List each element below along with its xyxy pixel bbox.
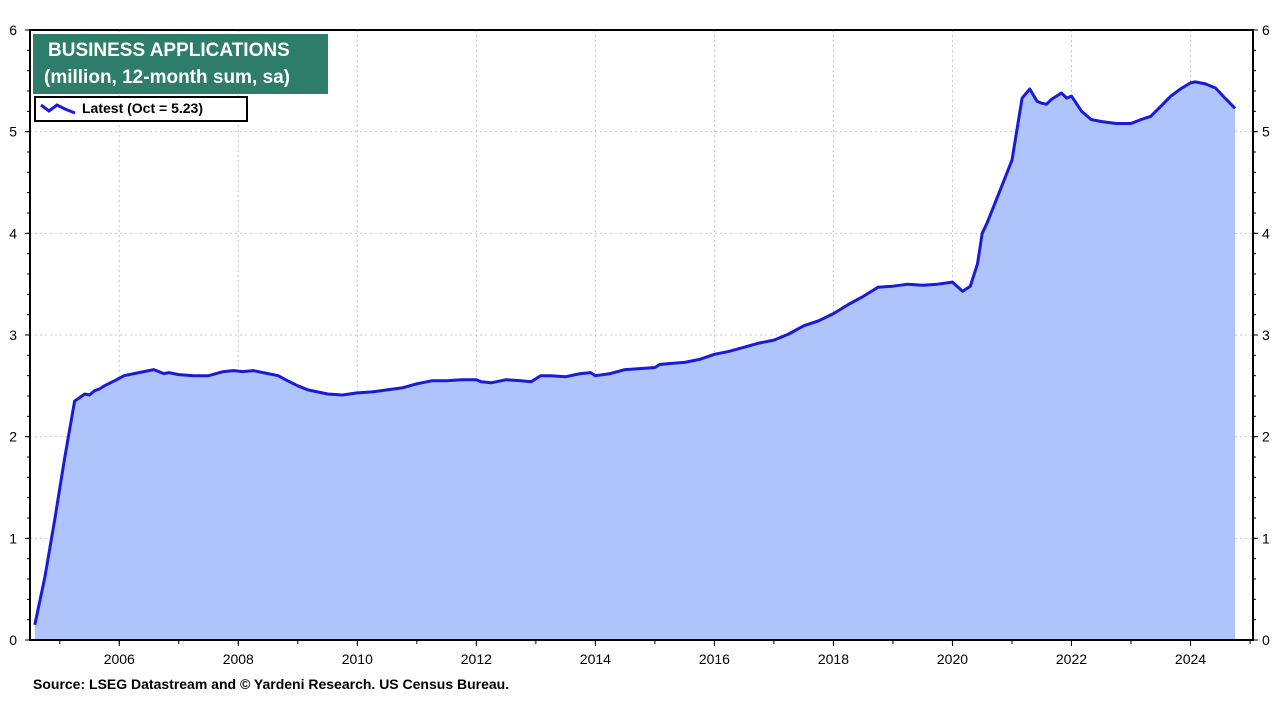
y-tick-label-left: 1 [9,530,17,546]
y-tick-label-right: 3 [1262,327,1270,343]
x-tick-label: 2020 [937,651,968,667]
x-tick-label: 2018 [818,651,849,667]
x-tick-label: 2024 [1175,651,1206,667]
legend: Latest (Oct = 5.23) [34,96,248,122]
series-line [33,80,1237,626]
chart-title: BUSINESS APPLICATIONS [48,40,290,61]
x-tick-label: 2008 [223,651,254,667]
x-tick-label: 2006 [104,651,135,667]
y-tick-label-right: 6 [1262,22,1270,38]
x-tick-label: 2012 [461,651,492,667]
y-tick-label-right: 1 [1262,530,1270,546]
x-tick-label: 2016 [699,651,730,667]
legend-line-icon [40,103,76,115]
source-note: Source: LSEG Datastream and © Yardeni Re… [33,676,510,692]
y-tick-label-left: 3 [9,327,17,343]
y-tick-label-right: 4 [1262,225,1270,241]
y-tick-label-right: 2 [1262,429,1270,445]
y-tick-label-left: 2 [9,429,17,445]
y-tick-label-left: 6 [9,22,17,38]
legend-label: Latest (Oct = 5.23) [82,100,203,116]
chart-subtitle: (million, 12-month sum, sa) [44,67,290,88]
x-tick-label: 2010 [342,651,373,667]
series-area-fill [34,81,1236,640]
chart-title-box: BUSINESS APPLICATIONS (million, 12-month… [33,34,328,94]
y-tick-label-left: 5 [9,124,17,140]
x-tick-label: 2022 [1056,651,1087,667]
y-tick-label-right: 0 [1262,632,1270,648]
y-tick-label-left: 0 [9,632,17,648]
x-tick-label: 2014 [580,651,611,667]
y-tick-label-left: 4 [9,225,17,241]
y-tick-label-right: 5 [1262,124,1270,140]
